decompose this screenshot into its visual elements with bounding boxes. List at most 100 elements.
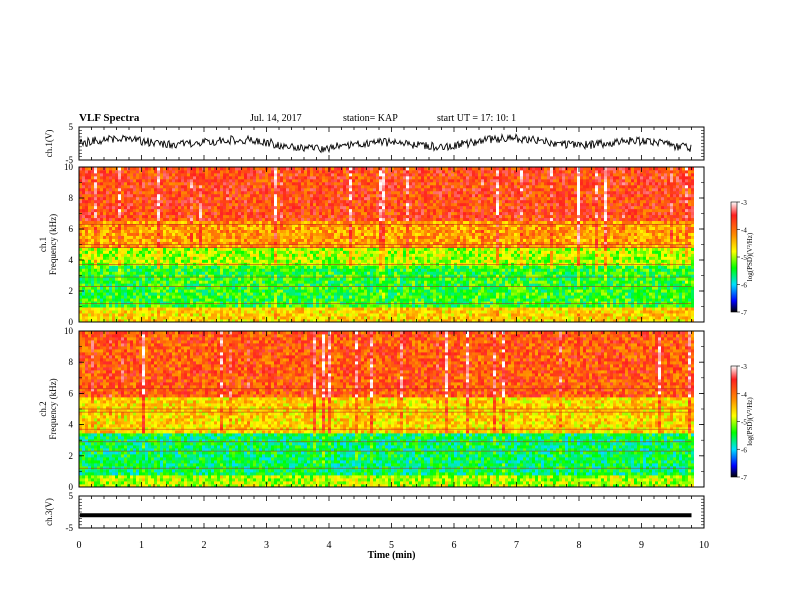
- spectrogram-cell: [331, 199, 334, 204]
- spectrogram-cell: [355, 181, 358, 186]
- spectrogram-cell: [319, 178, 322, 183]
- spectrogram-cell: [97, 238, 100, 242]
- spectrogram-cell: [319, 271, 322, 275]
- spectrogram-cell: [109, 310, 112, 314]
- spectrogram-cell: [136, 256, 139, 260]
- spectrogram-cell: [178, 253, 181, 257]
- spectrogram-cell: [358, 259, 361, 263]
- spectrogram-cell: [121, 274, 124, 278]
- spectrogram-cell: [103, 313, 106, 317]
- spectrogram-cell: [181, 175, 184, 180]
- spectrogram-cell: [142, 292, 145, 296]
- spectrogram-cell: [310, 205, 313, 210]
- spectrogram-cell: [133, 229, 136, 233]
- spectrogram-cell: [283, 190, 286, 195]
- spectrogram-cell: [238, 310, 241, 314]
- spectrogram-cell: [172, 238, 175, 242]
- spectrogram-cell: [346, 262, 349, 266]
- spectrogram-cell: [190, 307, 193, 311]
- spectrogram-cell: [238, 247, 241, 251]
- spectrogram-cell: [178, 256, 181, 260]
- spectrogram-cell: [79, 193, 82, 198]
- spectrogram-cell: [235, 172, 238, 177]
- spectrogram-cell: [181, 280, 184, 284]
- spectrogram-cell: [265, 301, 268, 305]
- spectrogram-cell: [307, 244, 310, 248]
- spectrogram-cell: [313, 289, 316, 293]
- spectrogram-cell: [163, 196, 166, 201]
- spectrogram-cell: [199, 316, 202, 320]
- spectrogram-cell: [112, 211, 115, 216]
- spectrogram-cell: [151, 259, 154, 263]
- spectrogram-cell: [100, 271, 103, 275]
- spectrogram-cell: [241, 199, 244, 204]
- spectrogram-cell: [94, 298, 97, 302]
- spectrogram-cell: [271, 220, 274, 225]
- spectrogram-cell: [295, 175, 298, 180]
- spectrogram-cell: [235, 241, 238, 245]
- spectrogram-cell: [253, 214, 256, 219]
- spectrogram-cell: [250, 310, 253, 314]
- spectrogram-cell: [157, 310, 160, 314]
- spectrogram-cell: [166, 283, 169, 287]
- spectrogram-cell: [280, 304, 283, 308]
- spectrogram-cell: [223, 223, 226, 228]
- spectrogram-cell: [103, 271, 106, 275]
- spectrogram-cell: [334, 178, 337, 183]
- spectrogram-cell: [211, 319, 214, 323]
- spectrogram-cell: [283, 193, 286, 198]
- spectrogram-cell: [151, 253, 154, 257]
- spectrogram-cell: [181, 223, 184, 228]
- spectrogram-cell: [253, 289, 256, 293]
- spectrogram-cell: [268, 220, 271, 225]
- spectrogram-cell: [241, 301, 244, 305]
- spectrogram-cell: [316, 271, 319, 275]
- spectrogram-cell: [331, 167, 334, 171]
- spectrogram-cell: [154, 217, 157, 222]
- spectrogram-cell: [322, 193, 325, 198]
- spectrogram-cell: [211, 292, 214, 296]
- spectrogram-cell: [178, 286, 181, 290]
- spectrogram-cell: [205, 271, 208, 275]
- spectrogram-cell: [91, 253, 94, 257]
- spectrogram-cell: [175, 205, 178, 210]
- spectrogram-cell: [355, 244, 358, 248]
- spectrogram-cell: [352, 286, 355, 290]
- spectrogram-cell: [274, 277, 277, 281]
- spectrogram-cell: [343, 286, 346, 290]
- spectrogram-cell: [82, 319, 85, 323]
- spectrogram-cell: [229, 301, 232, 305]
- spectrogram-cell: [157, 235, 160, 239]
- spectrogram-cell: [202, 253, 205, 257]
- spectrogram-cell: [196, 307, 199, 311]
- spectrogram-cell: [235, 304, 238, 308]
- spectrogram-cell: [100, 301, 103, 305]
- spectrogram-cell: [214, 298, 217, 302]
- spectrogram-cell: [79, 199, 82, 204]
- spectrogram-cell: [226, 187, 229, 192]
- spectrogram-cell: [196, 226, 199, 230]
- spectrogram-cell: [340, 178, 343, 183]
- spectrogram-cell: [142, 289, 145, 293]
- spectrogram-cell: [130, 184, 133, 189]
- spectrogram-cell: [289, 178, 292, 183]
- spectrogram-cell: [175, 167, 178, 171]
- spectrogram-cell: [133, 214, 136, 219]
- spectrogram-cell: [331, 211, 334, 216]
- spectrogram-cell: [157, 172, 160, 177]
- spectrogram-cell: [109, 223, 112, 228]
- spectrogram-cell: [109, 316, 112, 320]
- spectrogram-cell: [127, 238, 130, 242]
- spectrogram-cell: [253, 235, 256, 239]
- spectrogram-cell: [241, 250, 244, 254]
- spectrogram-cell: [94, 238, 97, 242]
- spectrogram-cell: [178, 211, 181, 216]
- spectrogram-cell: [301, 217, 304, 222]
- spectrogram-cell: [199, 247, 202, 251]
- spectrogram-cell: [304, 280, 307, 284]
- spectrogram-cell: [244, 196, 247, 201]
- spectrogram-cell: [100, 295, 103, 299]
- spectrogram-cell: [121, 316, 124, 320]
- spectrogram-cell: [343, 226, 346, 230]
- spectrogram-cell: [157, 256, 160, 260]
